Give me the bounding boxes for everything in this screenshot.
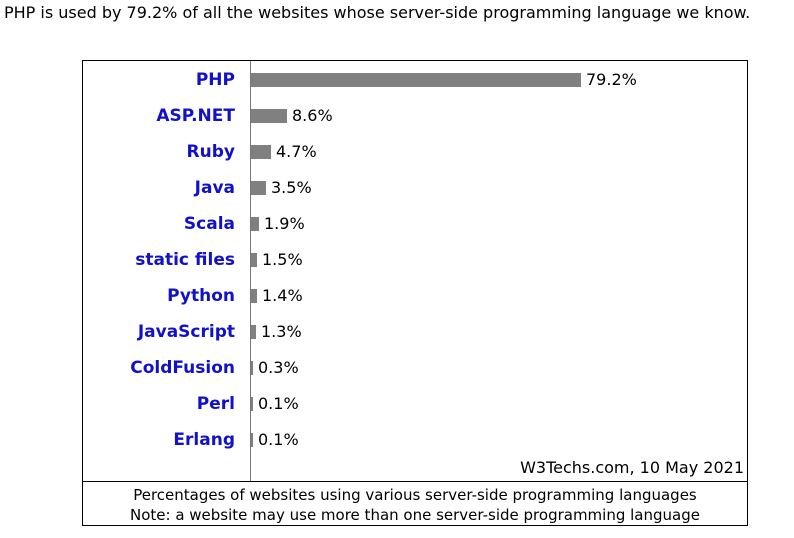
bar-asp-net [251, 109, 287, 123]
chart-axis-line [250, 61, 251, 481]
value-label-javascript: 1.3% [261, 322, 302, 341]
category-link-static-files[interactable]: static files [135, 250, 235, 270]
category-link-ruby[interactable]: Ruby [186, 142, 235, 162]
bar-java [251, 181, 266, 195]
caption-line-1: Percentages of websites using various se… [133, 486, 697, 504]
bar-perl [251, 397, 253, 411]
bar-row-asp-net: ASP.NET 8.6% [83, 98, 747, 134]
chart-caption: Percentages of websites using various se… [83, 481, 747, 525]
bar-row-python: Python 1.4% [83, 278, 747, 314]
value-label-erlang: 0.1% [258, 430, 299, 449]
bar-static-files [251, 253, 257, 267]
bar-php [251, 73, 581, 87]
value-label-python: 1.4% [262, 286, 303, 305]
value-label-asp-net: 8.6% [292, 106, 333, 125]
value-label-ruby: 4.7% [276, 142, 317, 161]
category-link-javascript[interactable]: JavaScript [137, 322, 235, 342]
bar-row-scala: Scala 1.9% [83, 206, 747, 242]
intro-text: PHP is used by 79.2% of all the websites… [4, 3, 751, 22]
value-label-perl: 0.1% [258, 394, 299, 413]
category-link-coldfusion[interactable]: ColdFusion [130, 358, 235, 378]
value-label-static-files: 1.5% [262, 250, 303, 269]
bar-row-static-files: static files 1.5% [83, 242, 747, 278]
chart-source: W3Techs.com, 10 May 2021 [520, 458, 744, 477]
category-link-java[interactable]: Java [194, 178, 235, 198]
bar-scala [251, 217, 259, 231]
bar-javascript [251, 325, 256, 339]
bar-row-ruby: Ruby 4.7% [83, 134, 747, 170]
bar-row-coldfusion: ColdFusion 0.3% [83, 350, 747, 386]
bar-row-javascript: JavaScript 1.3% [83, 314, 747, 350]
bar-row-java: Java 3.5% [83, 170, 747, 206]
value-label-php: 79.2% [586, 70, 637, 89]
category-link-asp-net[interactable]: ASP.NET [156, 106, 235, 126]
value-label-coldfusion: 0.3% [258, 358, 299, 377]
bar-row-erlang: Erlang 0.1% [83, 422, 747, 458]
chart-container: PHP 79.2% ASP.NET 8.6% Ruby 4.7% Java 3.5% Scala… [82, 60, 748, 526]
bar-python [251, 289, 257, 303]
bar-row-php: PHP 79.2% [83, 62, 747, 98]
value-label-scala: 1.9% [264, 214, 305, 233]
category-link-erlang[interactable]: Erlang [173, 430, 235, 450]
bar-row-perl: Perl 0.1% [83, 386, 747, 422]
category-link-php[interactable]: PHP [195, 70, 235, 90]
bar-erlang [251, 433, 253, 447]
category-link-scala[interactable]: Scala [183, 214, 235, 234]
bar-ruby [251, 145, 271, 159]
caption-line-2: Note: a website may use more than one se… [130, 506, 700, 524]
category-link-python[interactable]: Python [167, 286, 235, 306]
bar-coldfusion [251, 361, 253, 375]
value-label-java: 3.5% [271, 178, 312, 197]
category-link-perl[interactable]: Perl [196, 394, 235, 414]
